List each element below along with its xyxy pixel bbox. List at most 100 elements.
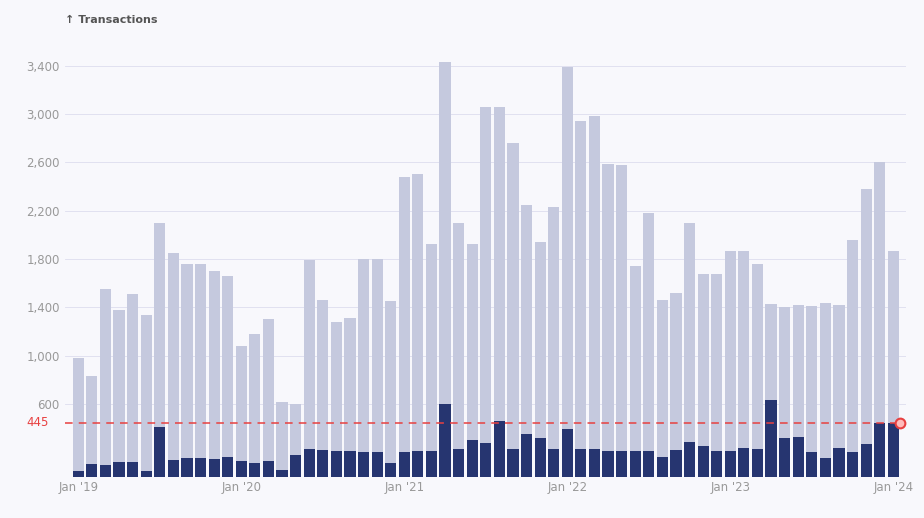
Bar	[114, 462, 125, 477]
Bar	[671, 450, 682, 477]
Bar	[874, 162, 885, 477]
Bar	[589, 450, 600, 477]
Bar	[874, 423, 885, 477]
Bar	[765, 304, 776, 477]
Bar	[480, 443, 492, 477]
Bar	[412, 175, 423, 477]
Bar	[629, 266, 640, 477]
Bar	[779, 307, 790, 477]
Bar	[453, 449, 464, 477]
Bar	[765, 400, 776, 477]
Bar	[317, 300, 328, 477]
Bar	[616, 165, 627, 477]
Bar	[168, 459, 179, 477]
Bar	[602, 451, 614, 477]
Bar	[345, 318, 356, 477]
Bar	[671, 293, 682, 477]
Bar	[399, 177, 410, 477]
Bar	[833, 305, 845, 477]
Bar	[249, 334, 261, 477]
Bar	[752, 450, 763, 477]
Bar	[290, 455, 301, 477]
Bar	[73, 358, 84, 477]
Bar	[209, 271, 220, 477]
Bar	[507, 450, 518, 477]
Bar	[888, 251, 899, 477]
Bar	[385, 463, 396, 477]
Bar	[602, 164, 614, 477]
Bar	[820, 458, 831, 477]
Bar	[426, 244, 437, 477]
Bar	[127, 462, 139, 477]
Bar	[847, 452, 858, 477]
Bar	[73, 470, 84, 477]
Bar	[833, 448, 845, 477]
Bar	[181, 458, 192, 477]
Bar	[562, 429, 573, 477]
Bar	[236, 462, 247, 477]
Bar	[453, 223, 464, 477]
Bar	[752, 264, 763, 477]
Bar	[262, 461, 274, 477]
Bar	[807, 306, 818, 477]
Bar	[616, 451, 627, 477]
Bar	[467, 244, 478, 477]
Bar	[154, 223, 165, 477]
Bar	[521, 434, 532, 477]
Bar	[657, 457, 668, 477]
Bar	[276, 401, 287, 477]
Text: 445: 445	[26, 416, 48, 429]
Bar	[820, 303, 831, 477]
Bar	[140, 314, 152, 477]
Bar	[290, 404, 301, 477]
Bar	[738, 251, 749, 477]
Bar	[711, 451, 723, 477]
Bar	[440, 62, 451, 477]
Bar	[86, 376, 97, 477]
Bar	[657, 300, 668, 477]
Bar	[331, 322, 342, 477]
Bar	[535, 242, 546, 477]
Bar	[698, 447, 709, 477]
Bar	[276, 470, 287, 477]
Bar	[236, 346, 247, 477]
Bar	[222, 276, 233, 477]
Bar	[100, 289, 111, 477]
Bar	[100, 465, 111, 477]
Bar	[793, 305, 804, 477]
Bar	[426, 451, 437, 477]
Bar	[793, 437, 804, 477]
Bar	[86, 465, 97, 477]
Bar	[114, 310, 125, 477]
Bar	[711, 274, 723, 477]
Bar	[521, 205, 532, 477]
Bar	[262, 320, 274, 477]
Bar	[345, 451, 356, 477]
Bar	[195, 458, 206, 477]
Bar	[724, 251, 736, 477]
Bar	[698, 274, 709, 477]
Bar	[304, 260, 315, 477]
Bar	[358, 259, 369, 477]
Bar	[181, 264, 192, 477]
Bar	[127, 294, 139, 477]
Bar	[249, 463, 261, 477]
Bar	[371, 452, 383, 477]
Bar	[385, 301, 396, 477]
Bar	[589, 117, 600, 477]
Bar	[440, 404, 451, 477]
Bar	[847, 240, 858, 477]
Bar	[331, 451, 342, 477]
Bar	[304, 449, 315, 477]
Bar	[317, 450, 328, 477]
Bar	[209, 459, 220, 477]
Bar	[724, 451, 736, 477]
Bar	[548, 207, 559, 477]
Text: ↑ Transactions: ↑ Transactions	[65, 16, 157, 25]
Bar	[548, 449, 559, 477]
Bar	[779, 438, 790, 477]
Bar	[480, 107, 492, 477]
Bar	[888, 423, 899, 477]
Bar	[222, 457, 233, 477]
Bar	[168, 253, 179, 477]
